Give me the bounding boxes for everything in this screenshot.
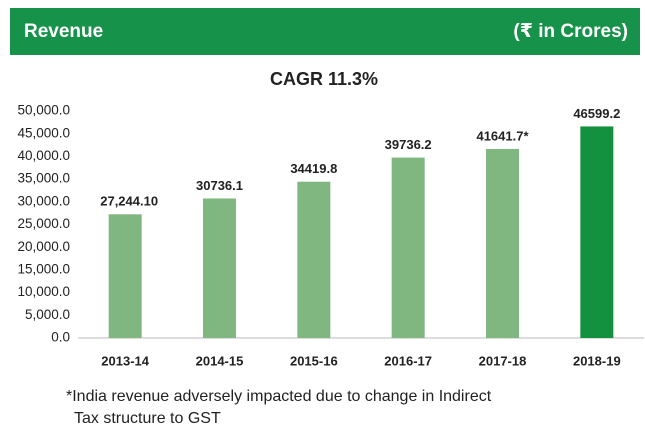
bar [108, 214, 142, 338]
y-tick-label: 25,000.0 [17, 216, 70, 231]
x-tick-label: 2017-18 [479, 353, 527, 368]
x-tick-label: 2016-17 [384, 353, 432, 368]
bar [486, 148, 519, 338]
bar [580, 126, 614, 338]
y-tick-label: 15,000.0 [17, 261, 70, 276]
chart-title: CAGR 11.3% [270, 69, 378, 89]
bar [203, 198, 236, 338]
y-tick-label: 0.0 [51, 330, 70, 345]
y-tick-label: 20,000.0 [17, 239, 70, 254]
value-label: 34419.8 [290, 161, 337, 176]
x-tick-label: 2015-16 [290, 353, 338, 368]
value-label: 39736.2 [385, 137, 432, 152]
footnote: Tax structure to GST [74, 410, 221, 427]
x-tick-label: 2018-19 [573, 353, 621, 368]
bar [297, 181, 331, 338]
bar [391, 157, 425, 338]
x-tick-label: 2013-14 [101, 353, 149, 368]
header-unit: (₹ in Crores) [513, 21, 628, 42]
value-label: 41641.7* [476, 128, 529, 143]
header-title: Revenue [24, 21, 103, 42]
y-tick-label: 45,000.0 [17, 125, 70, 140]
y-tick-label: 50,000.0 [17, 103, 70, 118]
x-tick-label: 2014-15 [196, 353, 244, 368]
y-tick-label: 30,000.0 [17, 193, 70, 208]
header-bar [10, 8, 640, 55]
y-tick-label: 10,000.0 [17, 284, 70, 299]
value-label: 46599.2 [573, 106, 620, 121]
value-label: 30736.1 [196, 178, 243, 193]
y-tick-label: 35,000.0 [17, 171, 70, 186]
value-label: 27,244.10 [100, 194, 158, 209]
footnote: *India revenue adversely impacted due to… [66, 388, 492, 405]
y-tick-label: 40,000.0 [17, 148, 70, 163]
y-tick-label: 5,000.0 [25, 307, 70, 322]
